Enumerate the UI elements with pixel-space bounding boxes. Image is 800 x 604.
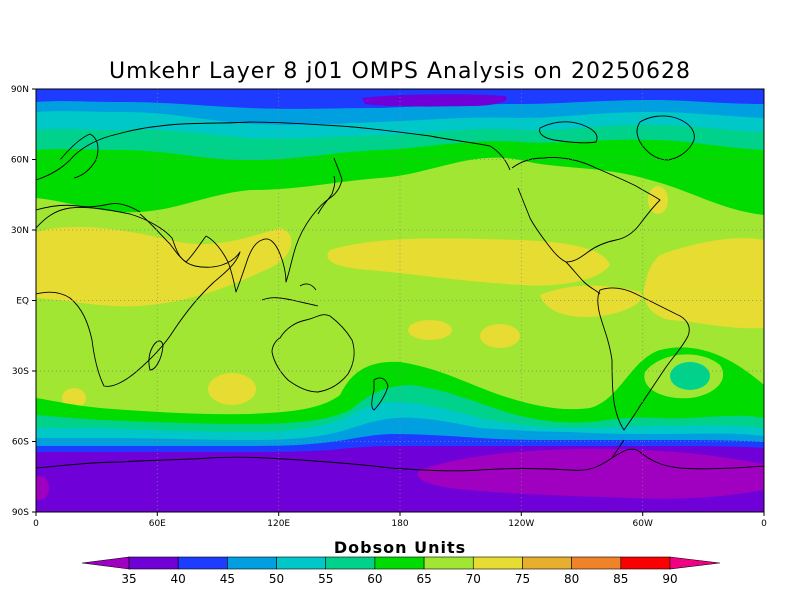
colorbar-swatch-45	[227, 556, 277, 570]
lon-label-120w: 120W	[508, 519, 534, 529]
coast-japan	[317, 175, 336, 215]
lat-label-30n: 30N	[11, 226, 29, 236]
colorbar-tick-label: 65	[416, 572, 431, 586]
colorbar-tick-label: 50	[269, 572, 284, 586]
band-70-75-patch-2	[480, 324, 520, 348]
colorbar-swatch-60	[374, 556, 425, 570]
band-70-75-africa	[36, 226, 292, 307]
band-below-35-edge	[36, 476, 49, 500]
coast-new-zealand	[371, 377, 389, 411]
lat-label-90n: 90N	[11, 85, 29, 95]
coast-arctic-islands	[539, 121, 598, 144]
colorbar-swatch-85	[620, 556, 671, 570]
colorbar-swatch-40	[177, 556, 228, 570]
coast-madagascar	[148, 340, 164, 371]
lat-label-30s: 30S	[12, 367, 29, 377]
band-70-75-patch-3	[208, 373, 256, 405]
graticule	[36, 89, 764, 512]
lon-label-120e: 120E	[267, 519, 290, 529]
coast-scandinavia	[59, 133, 99, 179]
colorbar-swatch-80	[571, 556, 622, 570]
lon-label-60e: 60E	[149, 519, 166, 529]
colorbar-swatch-65	[423, 556, 474, 570]
colorbar-swatch-low	[81, 556, 130, 570]
band-below-35-south	[417, 448, 764, 499]
band-70-75-patch-4	[62, 388, 86, 408]
colorbar-tick-label: 60	[367, 572, 382, 586]
colorbar-tick-label: 40	[171, 572, 186, 586]
colorbar-tick-label: 80	[564, 572, 579, 586]
coastlines	[36, 115, 764, 472]
lat-label-90s: 90S	[12, 508, 29, 518]
coast-australia	[271, 314, 355, 393]
band-70-75-pacific	[327, 238, 610, 286]
band-70-75-s-pacific	[540, 285, 642, 318]
lon-label-0: 0	[33, 519, 39, 529]
coast-africa	[36, 207, 241, 387]
colorbar-swatch-50	[276, 556, 327, 570]
colorbar-labels: 35 40 45 50 55 60 65 70 75 80 85 90	[121, 572, 677, 586]
lon-labels: 0 60E 120E 180 120W 60W 0	[33, 519, 767, 529]
coast-indonesia	[261, 283, 319, 307]
lat-labels: 90N 60N 30N EQ 30S 60S 90S	[11, 85, 29, 518]
colorbar-tick-label: 55	[318, 572, 333, 586]
map-title: Umkehr Layer 8 j01 OMPS Analysis on 2025…	[109, 59, 691, 84]
lon-axis	[35, 512, 765, 516]
lon-label-180: 180	[391, 519, 408, 529]
colorbar-swatch-55	[325, 556, 376, 570]
band-35-40-north-patch	[362, 94, 507, 107]
colorbar-tick-label: 75	[515, 572, 530, 586]
lat-label-eq: EQ	[16, 297, 29, 307]
band-70-75-atlantic	[643, 238, 764, 329]
colorbar	[81, 556, 721, 570]
coast-mediterranean	[36, 203, 141, 213]
colorbar-title: Dobson Units	[334, 538, 466, 557]
coast-greenland	[636, 115, 695, 161]
coast-north-america	[511, 157, 661, 263]
band-55-60-south-patch	[670, 362, 710, 390]
coast-central-america	[565, 261, 601, 295]
lat-label-60n: 60N	[11, 156, 29, 166]
coast-south-america	[597, 287, 690, 431]
coast-antarctica	[36, 448, 764, 472]
coast-antarctic-peninsula	[611, 439, 625, 459]
colorbar-tick-label: 90	[662, 572, 677, 586]
colorbar-tick-label: 85	[613, 572, 628, 586]
coast-arabia	[139, 213, 207, 263]
colorbar-tick-label: 35	[121, 572, 136, 586]
coast-india	[205, 235, 263, 293]
colorbar-tick-label: 45	[220, 572, 235, 586]
colorbar-swatch-75	[522, 556, 572, 570]
colorbar-swatch-70	[472, 556, 523, 570]
lat-label-60s: 60S	[12, 438, 29, 448]
lat-axis	[32, 88, 36, 513]
lon-label-60w: 60W	[633, 519, 653, 529]
colorbar-tick-label: 70	[466, 572, 481, 586]
lon-label-0-east: 0	[761, 519, 767, 529]
coast-east-asia	[261, 157, 343, 283]
band-70-75-patch-1	[408, 320, 452, 340]
colorbar-swatch-35	[128, 556, 179, 570]
coast-eurasia	[36, 121, 511, 181]
colorbar-swatch-high	[669, 556, 721, 570]
